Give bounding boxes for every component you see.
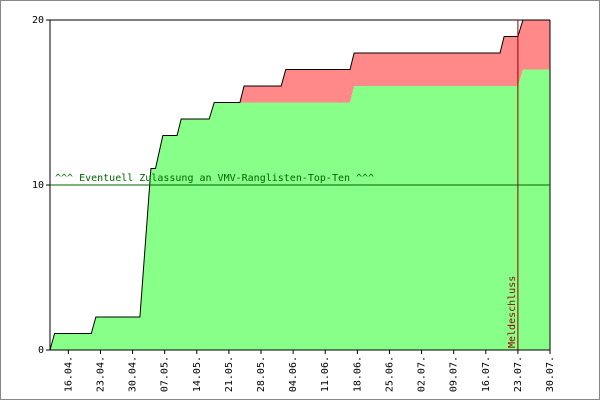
x-tick-label: 23.04. [95,356,106,392]
y-tick-label: 20 [32,15,44,26]
x-tick-label: 25.06. [384,356,395,392]
x-tick-label: 23.07. [513,356,524,392]
x-tick-label: 11.06. [320,356,331,392]
x-tick-label: 09.07. [449,356,460,392]
x-tick-label: 04.06. [288,356,299,392]
x-tick-label: 28.05. [256,356,267,392]
x-tick-label: 02.07. [417,356,428,392]
x-tick-label: 14.05. [192,356,203,392]
y-tick-label: 10 [32,180,44,191]
x-tick-label: 07.05. [160,356,171,392]
deadline-label: Meldeschluss [507,276,518,348]
x-tick-label: 16.04. [63,356,74,392]
outline [49,19,550,351]
x-tick-label: 16.07. [481,356,492,392]
reference-label: ^^^ Eventuell Zulassung an VMV-Rangliste… [55,173,374,184]
x-tick-label: 30.04. [128,356,139,392]
y-tick-label: 0 [38,345,44,356]
x-tick-label: 30.07. [545,356,556,392]
area [50,69,550,350]
x-tick-label: 18.06. [352,356,363,392]
x-tick-label: 21.05. [224,356,235,392]
